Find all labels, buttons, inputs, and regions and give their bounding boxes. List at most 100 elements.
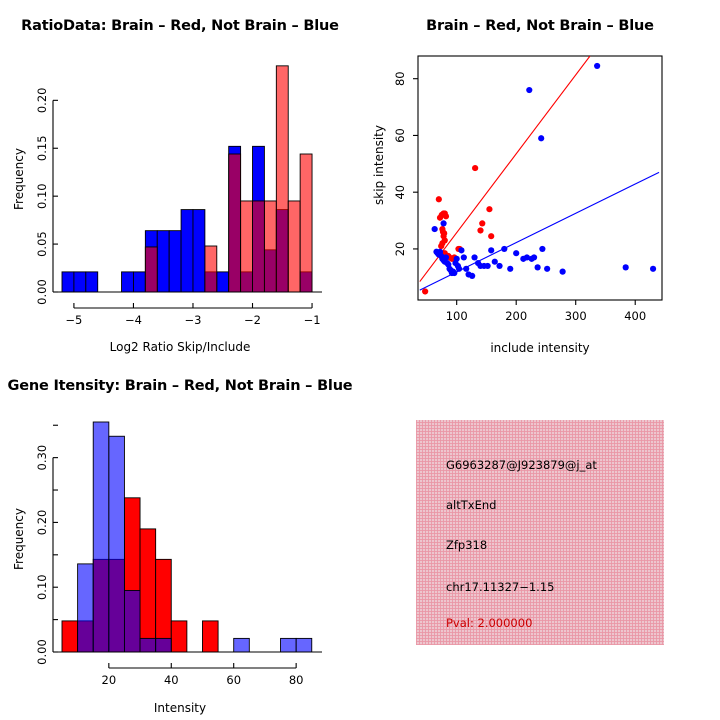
y-axis-tick-label: 80 — [393, 71, 407, 86]
scatter-point — [442, 254, 450, 261]
panel-intensity-scatter: Brain – Red, Not Brain – Blue skip inten… — [360, 0, 720, 360]
scatter-point — [422, 288, 429, 295]
event-type-text: altTxEnd — [446, 498, 497, 512]
y-axis-tick-label: 20 — [393, 242, 407, 257]
scatter-point — [496, 262, 503, 270]
scatter-point — [526, 86, 533, 94]
y-axis-tick-label: 0.30 — [35, 445, 49, 471]
histogram-bar — [168, 230, 182, 293]
histogram-bar — [121, 271, 134, 293]
scatter-point — [463, 265, 470, 272]
scatter-point — [559, 268, 566, 275]
y-axis-tick-label: 0.20 — [35, 88, 49, 114]
scatter-point — [460, 254, 467, 261]
locus-text: chr17.11327−1.15 — [446, 580, 555, 594]
scatter-point — [491, 258, 498, 265]
histogram-bar — [295, 637, 313, 653]
scatter-point — [451, 269, 458, 277]
histogram-bar — [252, 200, 265, 293]
x-axis-tick-label: 40 — [164, 673, 179, 687]
x-axis-tick-label: −3 — [185, 313, 202, 327]
histogram-bar — [92, 421, 110, 653]
scatter-point — [594, 62, 601, 70]
scatter-point — [486, 206, 493, 213]
histogram-bar — [61, 271, 75, 293]
x-axis-tick-label: −4 — [125, 313, 142, 327]
histogram-bar — [132, 271, 146, 293]
scatter-point — [472, 164, 479, 172]
scatter-point — [469, 272, 476, 279]
pval-text: Pval: 2.000000 — [446, 616, 533, 630]
scatter-point — [477, 227, 484, 234]
panel-ratio-histogram: RatioData: Brain – Red, Not Brain – Blue… — [0, 0, 360, 360]
scatter-point — [539, 245, 546, 253]
probe-id-text: G6963287@J923879@j_at — [446, 458, 597, 472]
x-axis-tick-label: −1 — [304, 313, 321, 327]
scatter-point — [442, 213, 450, 220]
histogram-bar — [108, 435, 125, 653]
scatter-point — [455, 265, 463, 272]
y-axis-tick-label: 0.15 — [35, 135, 49, 161]
scatter-point — [488, 247, 495, 254]
histogram-series-b — [144, 65, 313, 293]
scatter-point — [458, 247, 465, 254]
y-axis-tick-label: 0.10 — [35, 574, 49, 600]
x-axis-tick-label: 60 — [226, 673, 241, 687]
histogram-bar — [233, 637, 250, 653]
scatter-point — [544, 265, 551, 272]
scatter-plot-frame — [417, 55, 663, 301]
histogram-bar — [73, 271, 87, 293]
histogram-bar — [155, 637, 172, 653]
scatter-point — [534, 264, 541, 271]
scatter-point — [471, 254, 478, 261]
x-axis-tick-label: 300 — [565, 309, 587, 323]
scatter-point — [484, 262, 491, 270]
histogram-bar — [139, 637, 157, 653]
panel-gene-intensity-histogram: Gene Itensity: Brain – Red, Not Brain – … — [0, 360, 360, 720]
histogram-bar — [170, 620, 188, 653]
histogram-bar — [156, 230, 170, 293]
scatter-point — [440, 220, 447, 227]
scatter-point — [435, 196, 442, 203]
y-axis-tick-label: 0.00 — [35, 639, 49, 665]
histogram-bar — [263, 200, 277, 293]
scatter-point — [513, 250, 520, 257]
y-axis-tick-label: 0.10 — [35, 183, 49, 209]
scatter-point — [523, 254, 531, 261]
x-axis-tick-label: −5 — [65, 313, 82, 327]
scatter-point — [507, 265, 514, 272]
x-axis-tick-label: −2 — [244, 313, 261, 327]
scatter-x-axis-label: include intensity — [490, 341, 590, 355]
scatter-point — [622, 264, 629, 271]
histogram-bar — [299, 153, 313, 293]
ratio-histogram-x-axis-label: Log2 Ratio Skip/Include — [109, 340, 251, 354]
histogram-series-b — [77, 421, 313, 653]
histogram-bar — [287, 200, 301, 293]
scatter-series-not-brain — [431, 62, 657, 279]
scatter-point — [431, 225, 438, 233]
histogram-bar — [228, 153, 242, 293]
histogram-bar — [139, 528, 157, 653]
x-axis-tick-label: 400 — [624, 309, 646, 323]
histogram-bar — [144, 246, 158, 293]
histogram-bar — [77, 563, 94, 653]
scatter-point — [453, 255, 460, 262]
histogram-bar — [192, 209, 206, 293]
x-axis-tick-label: 20 — [102, 673, 117, 687]
histogram-bar — [61, 620, 79, 653]
y-axis-tick-label: 60 — [393, 128, 407, 143]
histogram-bar — [123, 590, 141, 653]
scatter-point — [501, 245, 508, 253]
scatter-point — [538, 135, 545, 142]
panel-gene-info: G6963287@J923879@j_at altTxEnd Zfp318 ch… — [360, 360, 720, 720]
x-axis-tick-label: 100 — [446, 309, 468, 323]
gene-symbol-text: Zfp318 — [446, 538, 488, 552]
info-box-hatch-pattern — [416, 420, 664, 645]
y-axis-tick-label: 40 — [393, 185, 407, 200]
ratio-histogram-plot-area: 0.00 0.05 0.10 0.15 0.20 −5 −4 −3 −2 −1 — [35, 65, 322, 327]
fit-line-brain-fit — [419, 56, 591, 282]
scatter-point — [441, 230, 448, 237]
gene-info-box: G6963287@J923879@j_at altTxEnd Zfp318 ch… — [416, 420, 664, 645]
gene-histogram-plot-area: 0.00 0.10 0.20 0.30 20 40 60 80 — [35, 421, 322, 687]
